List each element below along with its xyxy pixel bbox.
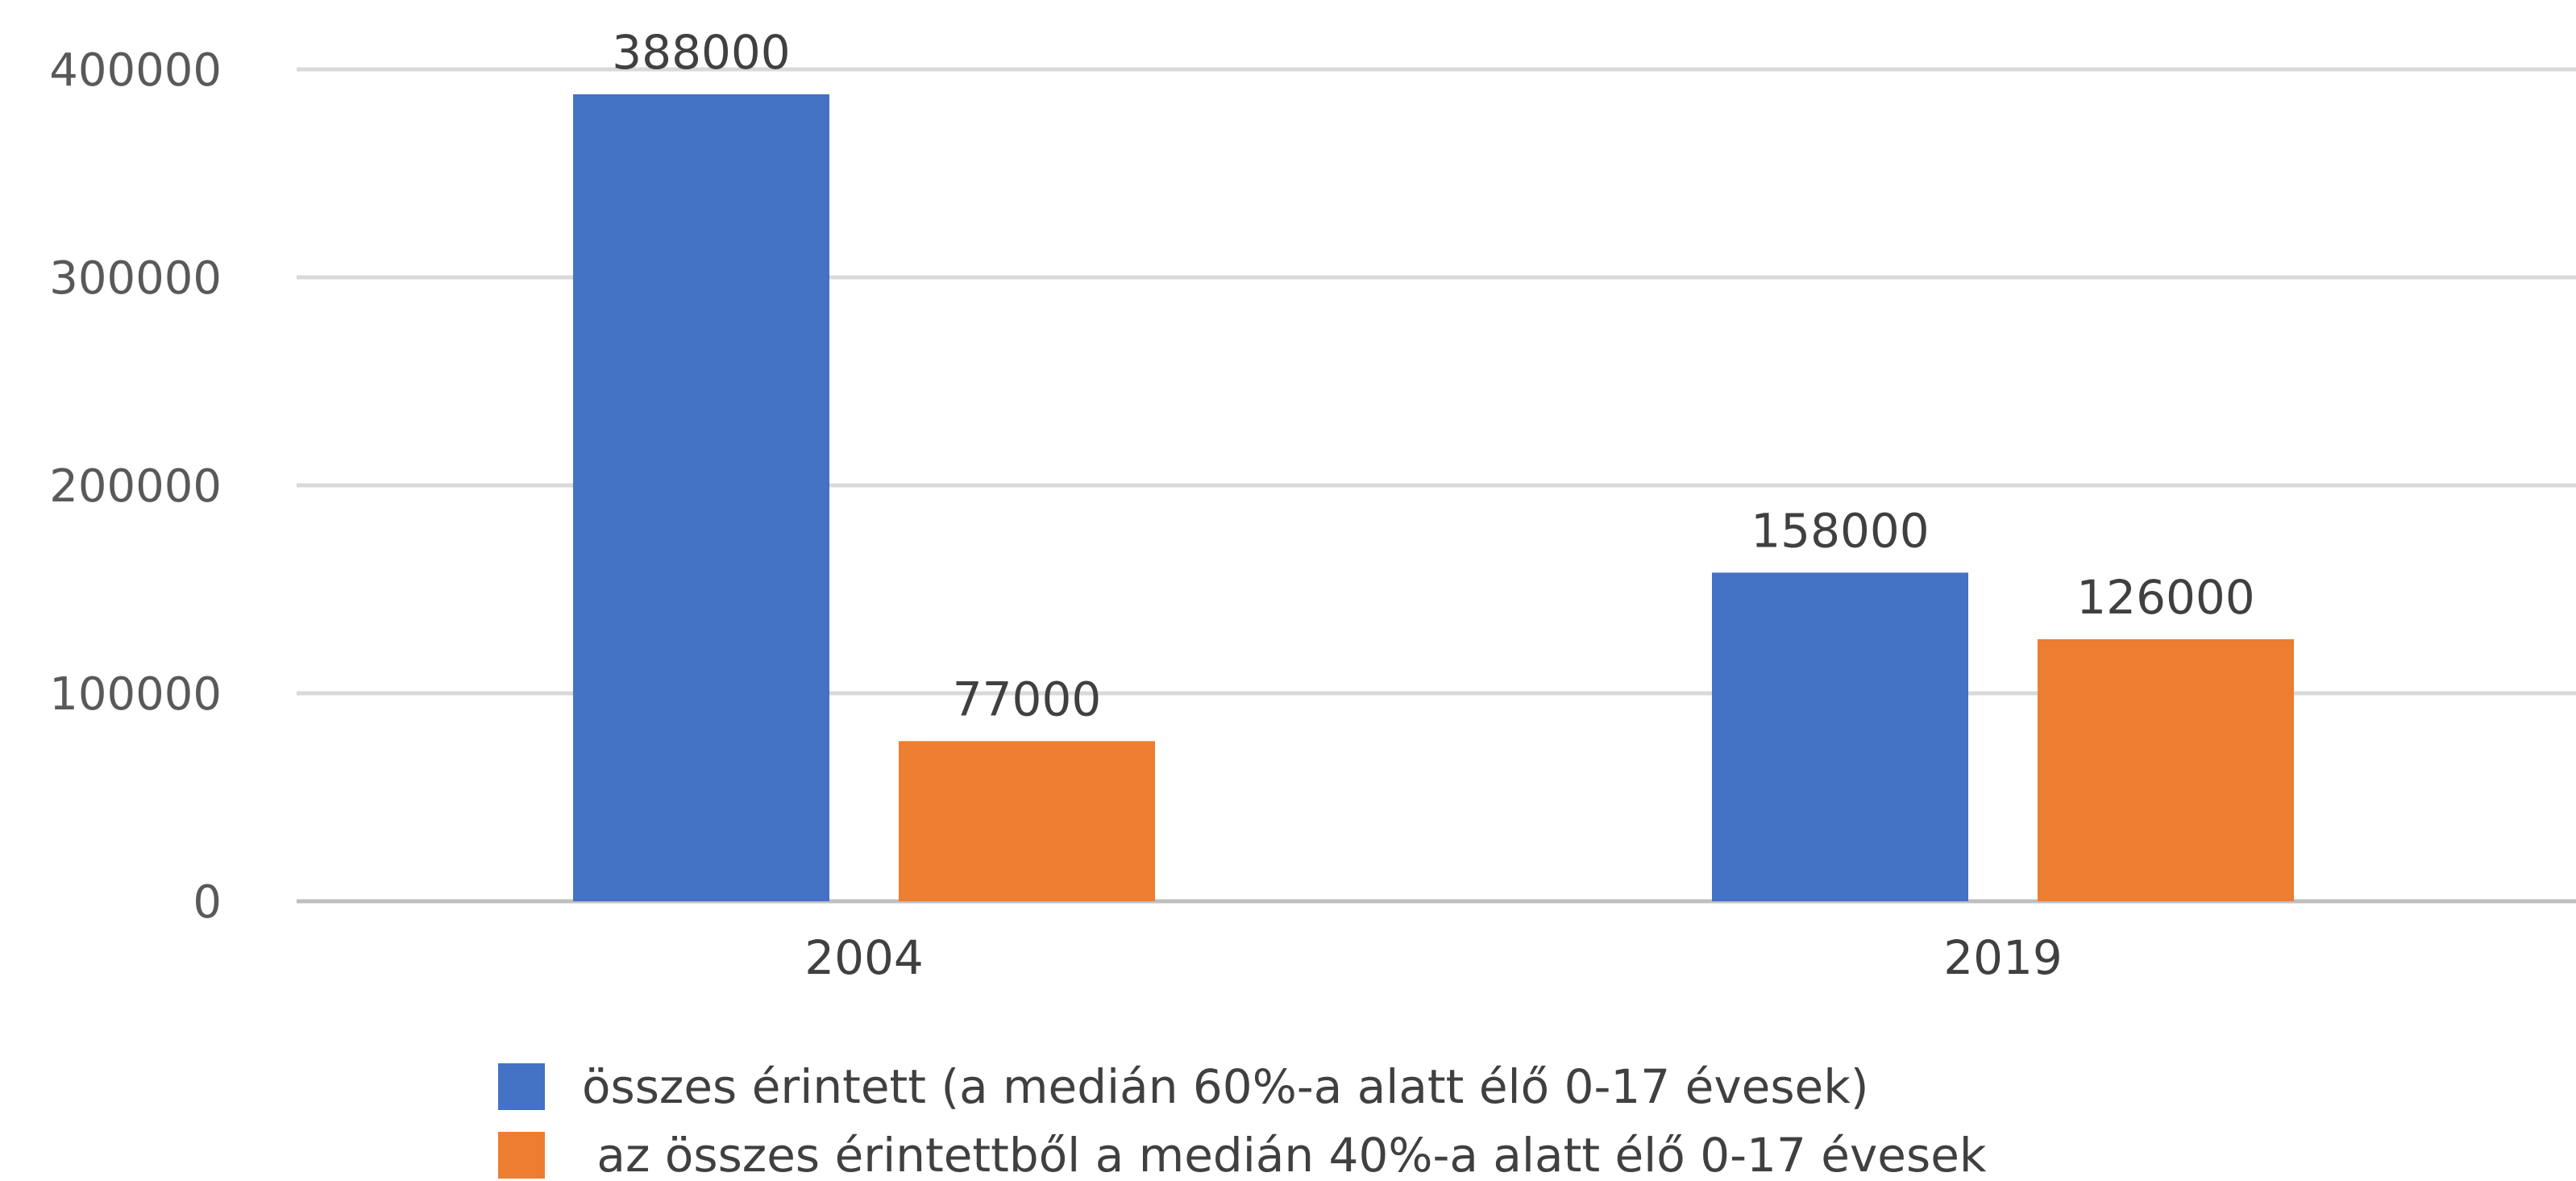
bar [899, 741, 1155, 901]
y-tick-label: 100000 [49, 668, 222, 721]
y-tick-label: 300000 [49, 252, 222, 305]
bar [1712, 572, 1968, 901]
y-tick-label: 400000 [49, 44, 222, 97]
bars [573, 94, 2294, 901]
x-category-label: 2004 [804, 930, 924, 985]
data-labels: 388000 77000 158000 126000 [612, 25, 2254, 726]
data-label: 126000 [2076, 570, 2254, 625]
x-category-label: 2019 [1943, 930, 2063, 985]
legend-swatch [498, 1063, 545, 1110]
legend-label: összes érintett (a medián 60%-a alatt él… [582, 1059, 1868, 1114]
legend-swatch [498, 1132, 545, 1179]
y-axis-tick-labels: 0 100000 200000 300000 400000 [49, 44, 222, 929]
data-label: 77000 [953, 672, 1102, 726]
bar [573, 94, 829, 901]
data-label: 388000 [612, 25, 790, 80]
legend-label: az összes érintettből a medián 40%-a ala… [582, 1128, 1987, 1181]
data-label: 158000 [1751, 503, 1929, 558]
bar [2038, 638, 2294, 901]
x-axis-category-labels: 2004 2019 [804, 930, 2063, 985]
y-tick-label: 0 [193, 876, 222, 929]
legend: összes érintett (a medián 60%-a alatt él… [498, 1059, 1987, 1181]
y-tick-label: 200000 [49, 460, 222, 513]
